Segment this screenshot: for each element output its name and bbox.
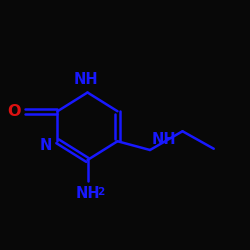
Text: NH: NH <box>75 186 100 200</box>
Text: 2: 2 <box>97 187 104 197</box>
Text: NH: NH <box>74 72 98 87</box>
Text: NH: NH <box>151 132 176 147</box>
Text: O: O <box>8 104 21 119</box>
Text: N: N <box>40 138 52 152</box>
